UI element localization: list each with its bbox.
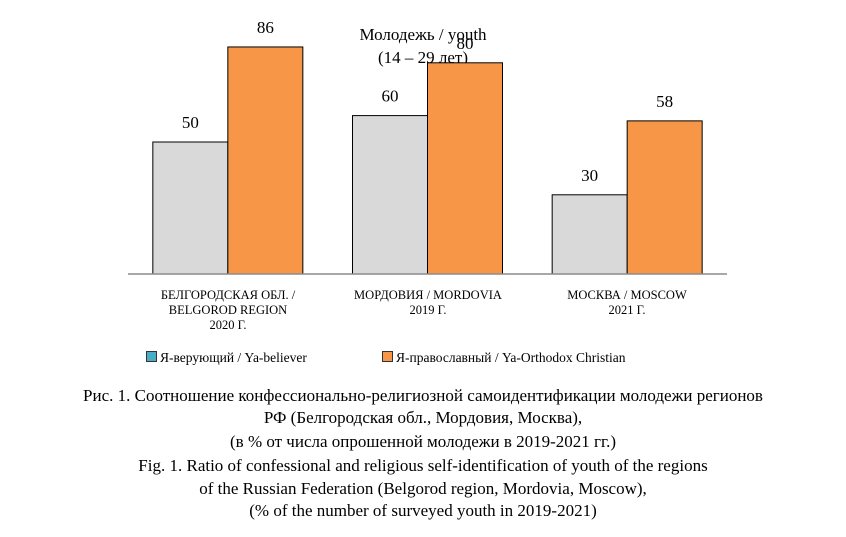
data-label-believer-0: 50 xyxy=(182,113,199,132)
category-label-line: 2020 Г. xyxy=(209,318,247,332)
legend-label-believer: Я-верующий / Ya-believer xyxy=(160,350,307,365)
bar-orthodox-1 xyxy=(427,62,503,275)
data-label-orthodox-0: 86 xyxy=(257,18,274,37)
chart-title: Молодежь / youth xyxy=(359,25,487,44)
caption-ru-line-2: РФ (Белгородская обл., Мордовия, Москва)… xyxy=(263,408,583,427)
bar-believer-0 xyxy=(152,141,229,275)
category-label-line: МОСКВА / MOSCOW xyxy=(567,288,687,302)
caption-ru-line-1: Рис. 1. Соотношение конфессионально-рели… xyxy=(83,386,763,405)
category-label-line: 2019 Г. xyxy=(409,303,447,317)
category-label-belgorod: БЕЛГОРОДСКАЯ ОБЛ. / BELGOROD REGION 2020… xyxy=(128,288,328,333)
data-label-believer-2: 30 xyxy=(581,166,598,185)
category-label-line: BELGOROD REGION xyxy=(168,303,288,317)
category-label-line: МОРДОВИЯ / MORDOVIA xyxy=(354,288,502,302)
bar-orthodox-0 xyxy=(227,46,304,275)
legend-item-orthodox: Я-православный / Ya-Orthodox Christian xyxy=(382,349,625,367)
data-label-orthodox-2: 58 xyxy=(656,92,673,111)
legend-swatch-orthodox xyxy=(382,351,393,362)
caption-en-line-1: Fig. 1. Ratio of confessional and religi… xyxy=(138,456,708,475)
chart-legend: Я-верующий / Ya-believer Я-православный … xyxy=(0,349,846,369)
bar-orthodox-2 xyxy=(626,120,703,275)
legend-swatch-believer xyxy=(146,351,157,362)
bar-believer-1 xyxy=(352,115,428,275)
legend-item-believer: Я-верующий / Ya-believer xyxy=(146,349,307,367)
category-label-moscow: МОСКВА / MOSCOW 2021 Г. xyxy=(527,288,727,318)
legend-label-orthodox: Я-православный / Ya-Orthodox Christian xyxy=(396,350,626,365)
data-label-believer-1: 60 xyxy=(382,87,399,106)
caption-en-line-2: of the Russian Federation (Belgorod regi… xyxy=(199,479,647,498)
chart-plot: 50 86 60 80 30 58 xyxy=(128,18,727,275)
category-label-line: 2021 Г. xyxy=(608,303,646,317)
category-label-line: БЕЛГОРОДСКАЯ ОБЛ. / xyxy=(160,288,296,302)
caption-en-line-3: (% of the number of surveyed youth in 20… xyxy=(249,501,597,520)
caption-ru-line-3: (в % от числа опрошенной молодежи в 2019… xyxy=(230,432,616,451)
chart-subtitle: (14 – 29 лет) xyxy=(377,48,469,67)
bar-believer-2 xyxy=(551,194,628,275)
category-label-mordovia: МОРДОВИЯ / MORDOVIA 2019 Г. xyxy=(328,288,528,318)
data-label-orthodox-1: 80 xyxy=(457,34,474,53)
